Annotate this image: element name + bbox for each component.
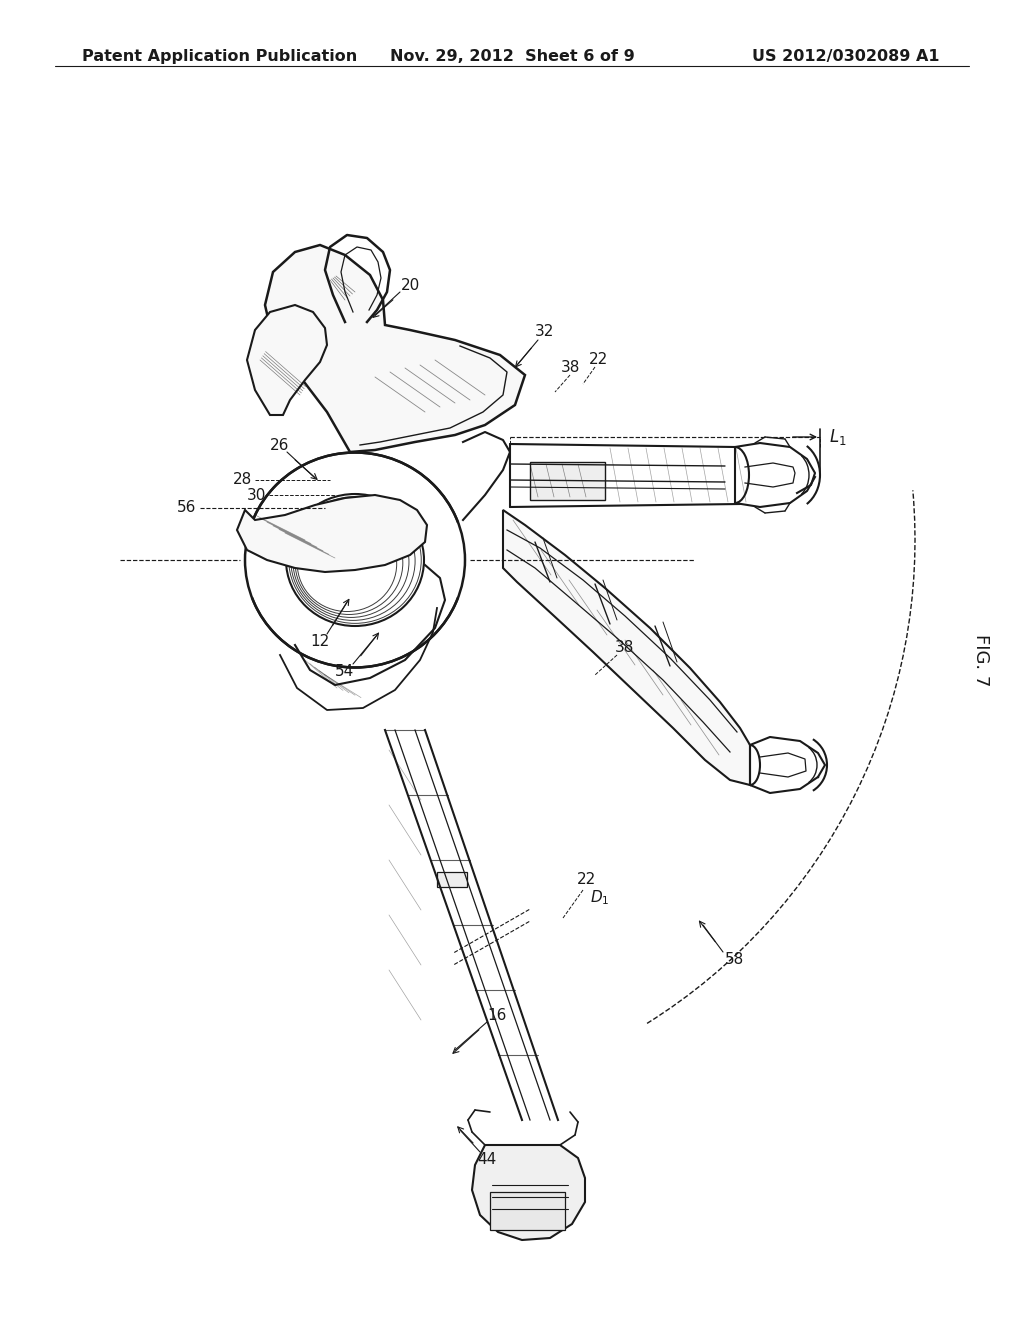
Text: 38: 38 xyxy=(615,640,635,656)
Text: 22: 22 xyxy=(589,352,607,367)
Text: 16: 16 xyxy=(487,1007,507,1023)
Text: $L_1$: $L_1$ xyxy=(829,426,847,447)
Text: Patent Application Publication: Patent Application Publication xyxy=(82,49,357,65)
Text: $D_1$: $D_1$ xyxy=(590,888,609,907)
Bar xyxy=(437,871,467,887)
Polygon shape xyxy=(472,1144,585,1239)
Text: FIG. 7: FIG. 7 xyxy=(972,634,990,686)
Text: 26: 26 xyxy=(270,437,290,453)
Text: 58: 58 xyxy=(725,953,744,968)
Text: 54: 54 xyxy=(336,664,354,680)
Text: 44: 44 xyxy=(477,1152,497,1167)
Text: 32: 32 xyxy=(536,325,555,339)
Text: 56: 56 xyxy=(177,500,197,516)
Polygon shape xyxy=(237,495,427,572)
Text: 22: 22 xyxy=(578,873,597,887)
Polygon shape xyxy=(265,246,525,451)
Polygon shape xyxy=(503,510,750,785)
Text: 30: 30 xyxy=(248,487,266,503)
Text: 20: 20 xyxy=(400,277,420,293)
Bar xyxy=(490,1192,565,1230)
Text: 12: 12 xyxy=(310,635,330,649)
Text: 38: 38 xyxy=(560,360,580,375)
Text: 28: 28 xyxy=(233,473,253,487)
Bar xyxy=(530,462,605,500)
Polygon shape xyxy=(247,305,327,414)
Text: US 2012/0302089 A1: US 2012/0302089 A1 xyxy=(753,49,940,65)
Text: Nov. 29, 2012  Sheet 6 of 9: Nov. 29, 2012 Sheet 6 of 9 xyxy=(389,49,635,65)
